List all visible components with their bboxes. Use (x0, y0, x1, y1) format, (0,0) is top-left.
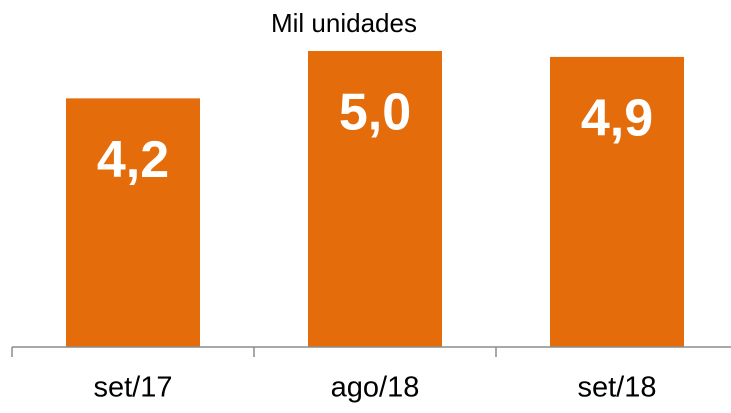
data-label: 4,2 (97, 131, 169, 189)
bar (550, 56, 684, 348)
bar (308, 51, 442, 347)
data-label: 4,9 (581, 90, 653, 148)
data-label: 5,0 (339, 84, 411, 142)
x-tick-label: ago/18 (331, 372, 420, 404)
x-tick-label: set/18 (578, 372, 657, 404)
chart-title: Mil unidades (271, 8, 417, 38)
bar (66, 98, 200, 347)
x-tick-label: set/17 (94, 372, 173, 404)
